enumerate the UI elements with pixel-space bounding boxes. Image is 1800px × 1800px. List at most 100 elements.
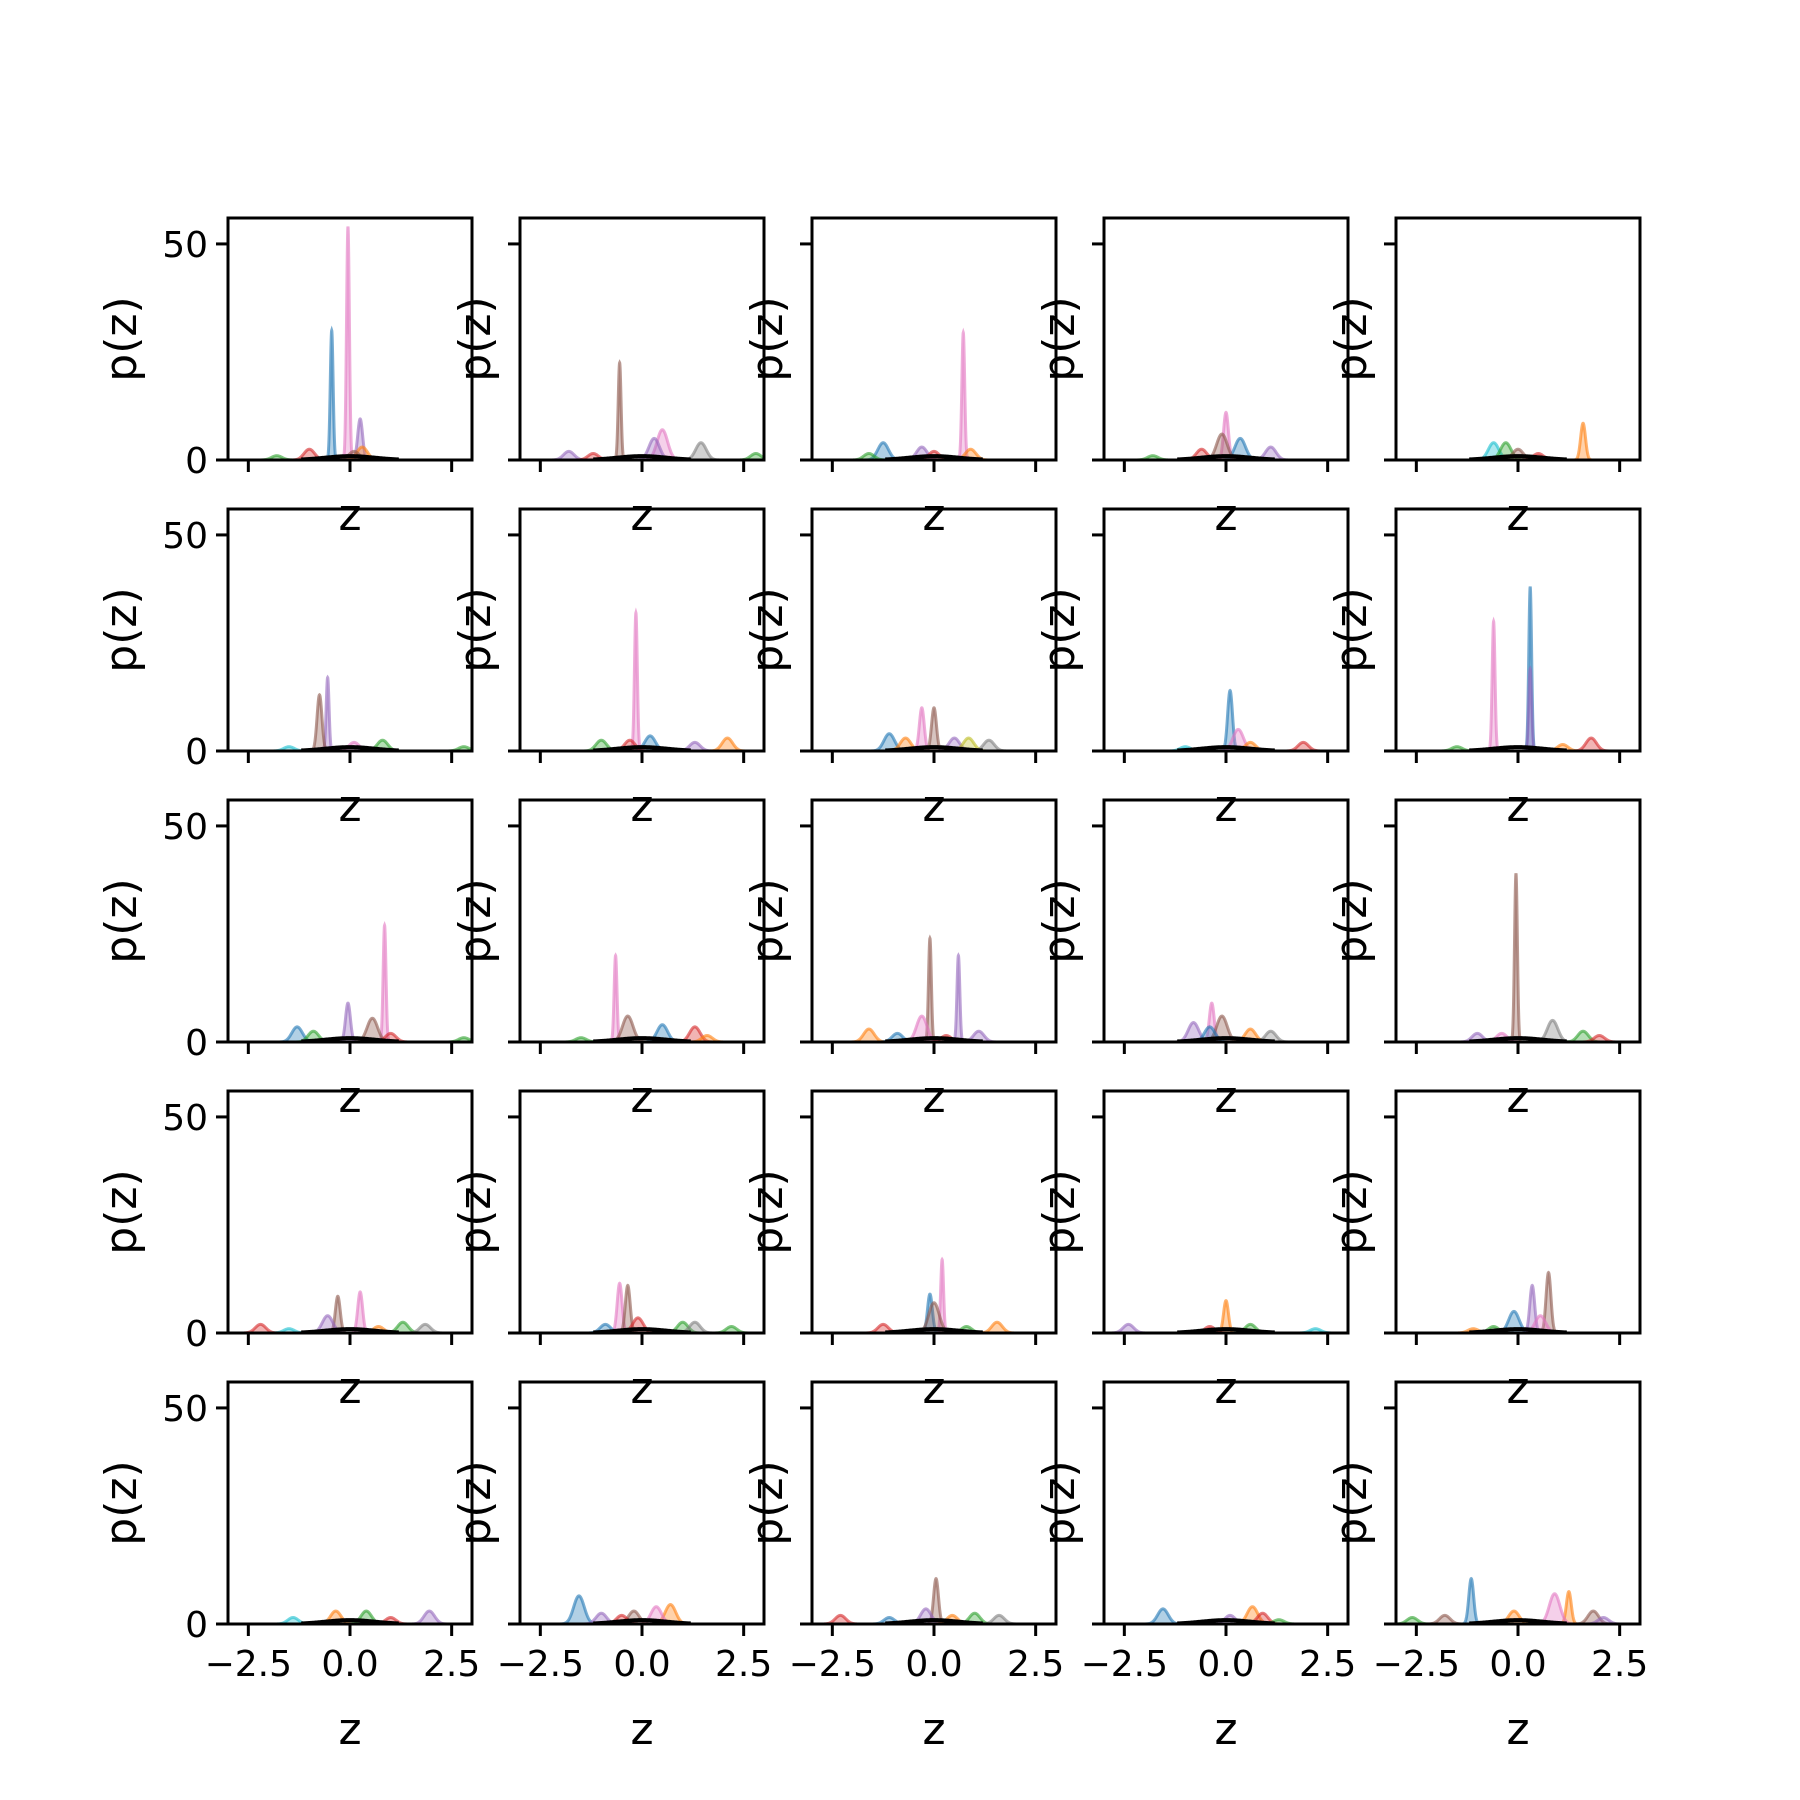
x-tick-label: −2.5: [1081, 1644, 1168, 1685]
subplot-5-5: −2.5 0.0 2.5 z p(z): [1326, 1380, 1648, 1755]
x-tick-label: 2.5: [1591, 1644, 1648, 1685]
subplot-3-4: p(z): [1034, 798, 1350, 1054]
x-tick-label: 2.5: [1299, 1644, 1356, 1685]
axes-frame: [518, 798, 766, 1044]
mean-density-line: [593, 1036, 691, 1042]
y-axis-label: p(z): [1326, 878, 1377, 963]
density-peak: [408, 1609, 451, 1624]
subplot-3-2: p(z): [450, 798, 766, 1054]
plot-area: [1141, 1605, 1301, 1624]
subplot-5-1: 0 50 −2.5 0.0 2.5 z p(z): [96, 1380, 480, 1755]
mean-density-line: [885, 1618, 983, 1624]
plot-area: [1452, 1270, 1567, 1333]
plot-area: [847, 934, 1000, 1042]
x-axis-label: z: [922, 781, 945, 832]
x-axis-label: z: [1506, 1704, 1529, 1755]
density-peak: [1509, 873, 1523, 1042]
mean-density-line: [885, 1327, 983, 1333]
plot-area: [1435, 586, 1613, 751]
x-axis-label: z: [630, 1072, 653, 1123]
y-tick-label: 50: [162, 1098, 208, 1139]
y-axis-label: p(z): [1034, 296, 1085, 381]
y-axis-label: p(z): [96, 296, 147, 381]
subplot-4-2: p(z): [450, 1089, 766, 1345]
mean-density-line: [1469, 1036, 1567, 1042]
y-axis-label: p(z): [1326, 296, 1377, 381]
axes-frame: [518, 1380, 766, 1626]
x-tick-label: 0.0: [613, 1644, 670, 1685]
x-axis-label: z: [1214, 1072, 1237, 1123]
x-tick-label: −2.5: [1373, 1644, 1460, 1685]
subplot-3-5: p(z): [1326, 798, 1642, 1054]
plot-area: [1396, 1576, 1625, 1624]
axes-frame: [810, 1089, 1058, 1335]
y-axis-label: p(z): [450, 1169, 501, 1254]
x-axis-label: z: [338, 1704, 361, 1755]
mean-density-line: [301, 1618, 399, 1624]
axes-frame: [226, 507, 474, 753]
density-peak: [1524, 665, 1537, 751]
x-axis-label: z: [1506, 781, 1529, 832]
axes-frame: [1102, 507, 1350, 753]
density-peak: [952, 952, 965, 1042]
density-peak: [1573, 421, 1593, 460]
mean-density-line: [593, 454, 691, 460]
subplot-1-3: p(z): [742, 216, 1058, 472]
mean-density-line: [593, 1618, 691, 1624]
y-tick-label: 50: [162, 1389, 208, 1430]
x-tick-label: −2.5: [205, 1644, 292, 1685]
x-tick-label: −2.5: [789, 1644, 876, 1685]
y-tick-label: 50: [162, 807, 208, 848]
axes-frame: [1394, 507, 1642, 753]
mean-density-line: [1469, 745, 1567, 751]
subplot-5-2: −2.5 0.0 2.5 z p(z): [450, 1380, 772, 1755]
y-axis-label: p(z): [96, 1460, 147, 1545]
subplot-2-3: p(z): [742, 507, 1058, 763]
plot-area: [1172, 1001, 1292, 1042]
x-axis-label: z: [922, 1704, 945, 1755]
plot-area: [1469, 421, 1593, 460]
mean-density-line: [301, 745, 399, 751]
density-peak: [957, 327, 970, 460]
x-tick-label: 0.0: [1197, 1644, 1254, 1685]
subplot-4-5: p(z): [1326, 1089, 1642, 1345]
subplot-4-3: p(z): [742, 1089, 1058, 1345]
plot-area: [862, 1256, 1019, 1333]
density-peak: [1487, 616, 1500, 751]
y-tick-label: 0: [185, 1605, 208, 1646]
mean-density-line: [885, 454, 983, 460]
density-peak: [378, 920, 391, 1042]
x-tick-label: 0.0: [905, 1644, 962, 1685]
x-axis-label: z: [630, 1704, 653, 1755]
x-tick-label: −2.5: [497, 1644, 584, 1685]
plot-area: [1164, 688, 1325, 751]
subplot-1-1: 0 50 p(z): [96, 216, 474, 482]
y-tick-label: 0: [185, 732, 208, 773]
mean-density-line: [1177, 1327, 1275, 1333]
y-axis-label: p(z): [742, 587, 793, 672]
axes-frame: [1102, 1089, 1350, 1335]
subplot-5-4: −2.5 0.0 2.5 z p(z): [1034, 1380, 1356, 1755]
subplot-1-5: p(z): [1326, 216, 1642, 472]
mean-density-line: [1177, 1036, 1275, 1042]
y-axis-label: p(z): [1034, 878, 1085, 963]
y-axis-label: p(z): [1034, 1460, 1085, 1545]
axes-frame: [1102, 798, 1350, 1044]
axes-frame: [810, 216, 1058, 462]
density-peak: [325, 325, 338, 460]
plot-area: [255, 226, 399, 460]
y-tick-label: 0: [185, 1023, 208, 1064]
plot-area: [868, 706, 1011, 751]
x-tick-label: 2.5: [423, 1644, 480, 1685]
x-axis-label: z: [338, 490, 361, 541]
plot-area: [819, 1576, 1021, 1624]
x-axis-label: z: [338, 1072, 361, 1123]
plot-area: [557, 1594, 692, 1624]
mean-density-line: [1177, 1618, 1275, 1624]
y-tick-label: 0: [185, 441, 208, 482]
mean-density-line: [593, 745, 691, 751]
y-axis-label: p(z): [1326, 587, 1377, 672]
y-axis-label: p(z): [96, 587, 147, 672]
mean-density-line: [1177, 454, 1275, 460]
